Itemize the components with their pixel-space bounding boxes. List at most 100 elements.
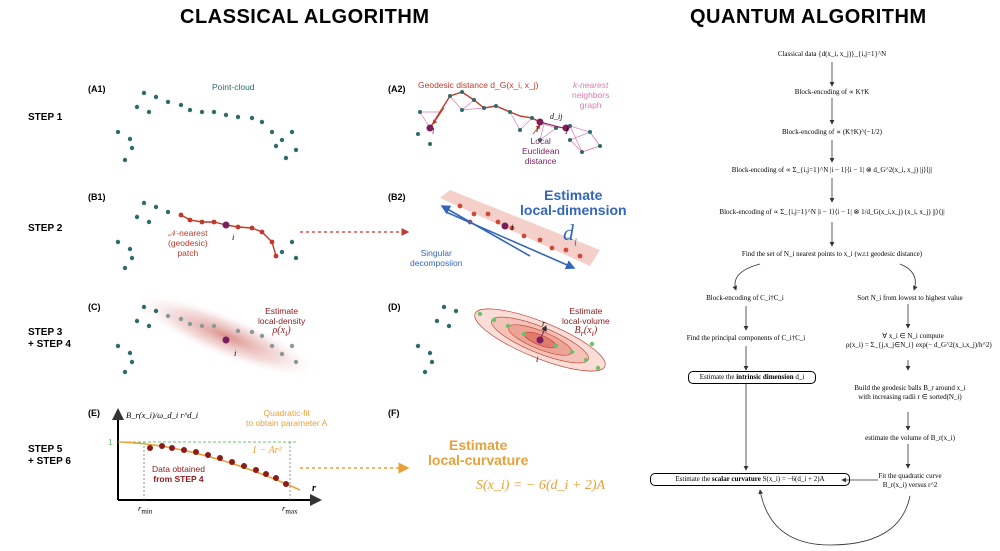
estimate-local-curvature: Estimate local-curvature bbox=[428, 438, 528, 468]
d-point-i: i bbox=[536, 354, 539, 364]
classical-title: CLASSICAL ALGORITHM bbox=[180, 6, 430, 28]
e-rmin: rmin bbox=[138, 503, 153, 516]
b2-point-i: i bbox=[511, 222, 514, 232]
q-block-ktk-inv: Block-encoding of ∝ (K†K)^(−1/2) bbox=[782, 128, 882, 136]
a2-point-i: i bbox=[536, 124, 539, 134]
q-classical-data: Classical data {d(x_i, x_j)}_{i,j=1}^N bbox=[777, 50, 887, 58]
e-plot bbox=[112, 408, 322, 506]
e-curve-label: 1 − Ar² bbox=[252, 445, 282, 456]
patch-line-1: 𝒩-nearest bbox=[168, 228, 208, 238]
q-find-nearest: Find the set of N_i nearest points to x_… bbox=[741, 250, 923, 258]
q-balls-line-2: with increasing radii r ∈ sorted(N_i) bbox=[858, 393, 962, 401]
volume-line-1: Estimate bbox=[569, 306, 603, 316]
panel-c-label: (C) bbox=[88, 302, 101, 312]
d-radius-r: r bbox=[542, 318, 546, 328]
c-density-cloud bbox=[132, 293, 320, 379]
q-density-compute: ∀ x_i ∈ N_i compute ρ(x_i) = Σ_{j,x_j∈N_… bbox=[846, 332, 992, 350]
q-fit-line-1: Fit the quadratic curve bbox=[878, 472, 942, 480]
local-line-2: Euclidean bbox=[522, 146, 560, 156]
step-4-text: + STEP 4 bbox=[28, 339, 71, 350]
estimate-local-dimension: Estimate local-dimension bbox=[520, 188, 627, 218]
local-line-3: distance bbox=[524, 156, 557, 166]
data-from-step4-label: Data obtained from STEP 4 bbox=[152, 464, 205, 484]
panel-b1-label: (B1) bbox=[88, 192, 106, 202]
quantum-arrows bbox=[732, 62, 918, 546]
e-rmax: rmax bbox=[282, 503, 298, 516]
panel-f-label: (F) bbox=[388, 408, 400, 418]
a1-point-cloud bbox=[115, 90, 299, 163]
c-points bbox=[115, 304, 159, 375]
panel-b2-label: (B2) bbox=[388, 192, 406, 202]
dim-line-2: local-dimension bbox=[520, 202, 627, 218]
q-density-line-1: ∀ x_i ∈ N_i compute bbox=[882, 332, 944, 340]
q-intrinsic-dimension: Estimate the intrinsic dimension d_i bbox=[688, 371, 816, 384]
d-ball-points bbox=[477, 311, 601, 371]
knn-line-2: neighbors bbox=[572, 90, 610, 100]
svd-line-1: Singular bbox=[420, 248, 452, 258]
data-line-2: from STEP 4 bbox=[153, 474, 204, 484]
b1-point-cloud bbox=[115, 200, 299, 271]
q-scalar-curvature: Estimate the scalar curvature S(x_i) = −… bbox=[650, 473, 850, 486]
q-geodesic-balls: Build the geodesic balls B_r around x_i … bbox=[840, 384, 980, 402]
q-fit-line-2: B_r(x_i) versus r^2 bbox=[882, 481, 938, 489]
step-5-text: STEP 5 bbox=[28, 444, 63, 455]
patch-line-3: patch bbox=[177, 248, 199, 258]
curvature-formula: S(x_i) = − 6(d_i + 2)A bbox=[476, 478, 606, 493]
estimate-local-density: Estimate local-density ρ(xi) bbox=[258, 306, 305, 339]
volume-line-2: local-volume bbox=[562, 316, 610, 326]
curv-line-1: Estimate bbox=[449, 437, 508, 453]
estimate-local-volume: Estimate local-volume Br(xi) bbox=[562, 306, 610, 339]
singular-decomposition-label: Singular decomposiion bbox=[410, 248, 462, 268]
panel-e-label: (E) bbox=[88, 408, 100, 418]
q-principal-components: Find the principal components of C_i†C_i bbox=[686, 334, 806, 342]
point-cloud-caption: Point-cloud bbox=[212, 82, 255, 92]
patch-line-2: (geodesic) bbox=[168, 238, 208, 248]
q-block-cc: Block-encoding of C_i†C_i bbox=[706, 294, 784, 302]
b1-patch-points bbox=[178, 212, 279, 259]
q-block-inv-dg: Block-encoding of ∝ Σ_{i,j=1}^N |i − 1⟩⟨… bbox=[719, 208, 945, 216]
q-block-ktk: Block-encoding of ∝ K†K bbox=[794, 88, 870, 96]
svd-line-2: decomposiion bbox=[410, 258, 463, 268]
c-point-i: i bbox=[234, 348, 237, 358]
q-sort: Sort N_i from lowest to highest value bbox=[857, 294, 963, 302]
step-3-4-label: STEP 3 + STEP 4 bbox=[28, 327, 71, 351]
fit-line-1: Quadratic-fit bbox=[263, 408, 310, 418]
panel-a1-label: (A1) bbox=[88, 84, 106, 94]
a2-point-j: j bbox=[566, 124, 569, 134]
curv-line-2: local-curvature bbox=[428, 452, 529, 468]
dim-line-1: Estimate bbox=[544, 187, 603, 203]
a2-geodesic-path bbox=[429, 91, 541, 129]
knn-line-1: k-nearest bbox=[572, 80, 609, 90]
density-line-2: local-density bbox=[258, 316, 306, 326]
br-symbol: Br(xi) bbox=[574, 325, 598, 339]
geodesic-distance-label: Geodesic distance d_G(x_i, x_j) bbox=[418, 80, 539, 90]
step-3-text: STEP 3 bbox=[28, 327, 63, 338]
local-line-1: Local bbox=[530, 136, 551, 146]
q-density-line-2: ρ(x_i) = Σ_{j,x_j∈N_i} exp(− d_G^2(x_i,x… bbox=[846, 341, 992, 349]
a2-dij: d_ij bbox=[550, 112, 563, 121]
data-line-1: Data obtained bbox=[152, 464, 205, 474]
knn-graph-label: k-nearest neighbors graph bbox=[572, 80, 609, 110]
rho-symbol: ρ(xi) bbox=[272, 325, 291, 339]
local-euclidean-label: Local Euclidean distance bbox=[522, 136, 559, 166]
step-1-label: STEP 1 bbox=[28, 112, 63, 123]
nearest-patch-label: 𝒩-nearest (geodesic) patch bbox=[168, 228, 208, 258]
e-one-tick: 1 bbox=[108, 437, 113, 447]
a2-point-l: l bbox=[432, 126, 435, 136]
d-points bbox=[415, 304, 459, 375]
a2-euclid-edge bbox=[539, 121, 564, 129]
b1-point-i: i bbox=[232, 232, 235, 242]
c-points-light bbox=[165, 313, 299, 365]
di-symbol: di bbox=[563, 220, 578, 249]
b2-ellipse bbox=[440, 190, 600, 266]
density-line-1: Estimate bbox=[265, 306, 299, 316]
panel-d-label: (D) bbox=[388, 302, 401, 312]
step-5-6-label: STEP 5 + STEP 6 bbox=[28, 444, 71, 468]
knn-line-3: graph bbox=[579, 100, 602, 110]
e-ylabel: B_r(x_i)/ω_d_i r^d_i bbox=[126, 410, 199, 420]
panel-a2-label: (A2) bbox=[388, 84, 406, 94]
quantum-title: QUANTUM ALGORITHM bbox=[690, 6, 927, 28]
q-block-dg2: Block-encoding of ∝ Σ_{i,j=1}^N |i − 1⟩⟨… bbox=[731, 166, 933, 174]
b1-patch-path bbox=[180, 214, 277, 257]
